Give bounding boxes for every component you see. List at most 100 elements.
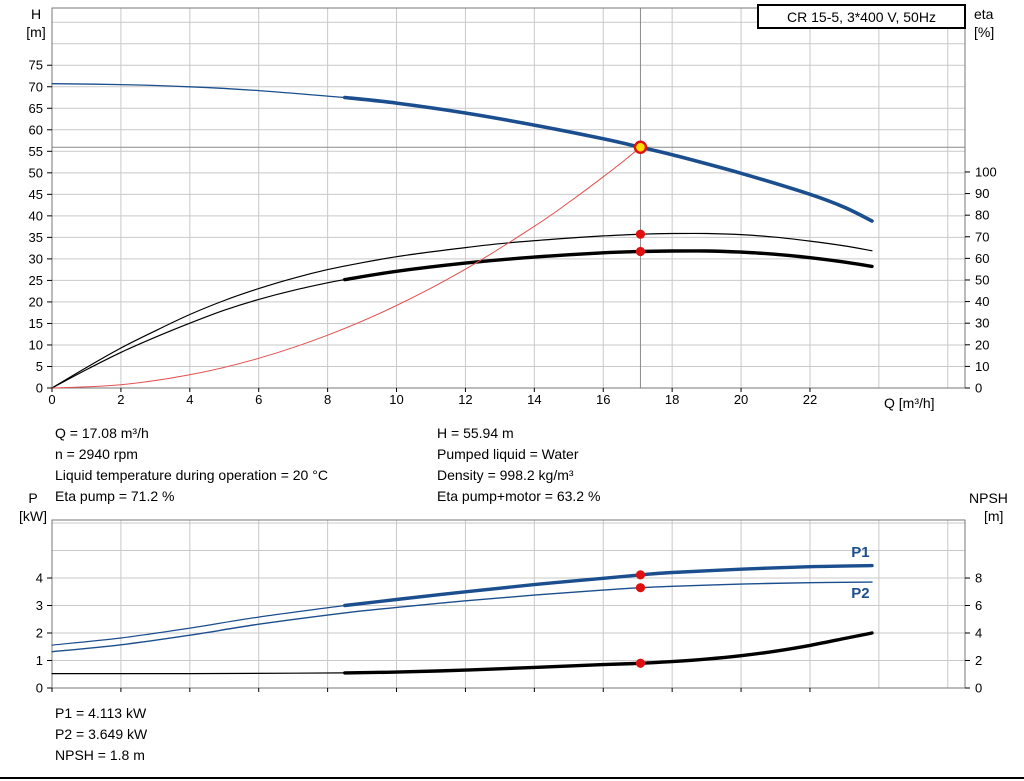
left-tick-label: 25 xyxy=(29,273,43,288)
left-tick-label: 35 xyxy=(29,230,43,245)
right-tick-label: 40 xyxy=(975,294,989,309)
left-tick-label: 75 xyxy=(29,58,43,73)
right-tick-label: 20 xyxy=(975,337,989,352)
x-tick-label: 10 xyxy=(389,392,403,407)
info-line-density: Density = 998.2 kg/m³ xyxy=(437,467,574,483)
right-tick-label: 50 xyxy=(975,272,989,287)
right-tick-label: 6 xyxy=(975,598,982,613)
h-axis-title: H xyxy=(31,6,41,22)
series-eta-pump xyxy=(51,232,873,389)
x-tick-label: 6 xyxy=(255,392,262,407)
left-tick-label: 55 xyxy=(29,144,43,159)
info-line-eta-total: Eta pump+motor = 63.2 % xyxy=(437,488,601,504)
p-axis-title: P xyxy=(28,490,37,506)
right-tick-label: 0 xyxy=(975,681,982,696)
series-system-curve xyxy=(51,146,641,389)
operating-point-dot xyxy=(635,583,646,593)
series-p1 xyxy=(51,604,346,646)
left-tick-label: 15 xyxy=(29,316,43,331)
series-label-p1: P1 xyxy=(851,544,869,561)
left-tick-label: 1 xyxy=(36,653,43,668)
x-tick-label: 2 xyxy=(117,392,124,407)
operating-point-dot xyxy=(635,246,646,257)
series-eta-pump-motor xyxy=(51,279,346,389)
tick-marks xyxy=(47,577,970,692)
operating-point-dot xyxy=(635,229,646,239)
right-tick-label: 100 xyxy=(975,164,997,179)
gridlines xyxy=(52,520,965,688)
series-npsh-duty-range xyxy=(343,631,874,675)
left-tick-label: 2 xyxy=(36,626,43,641)
plot-border xyxy=(51,519,966,689)
info-line-npsh: NPSH = 1.8 m xyxy=(55,747,145,763)
duty-info-left: Q = 17.08 m³/h n = 2940 rpm Liquid tempe… xyxy=(55,423,328,507)
info-line-head: H = 55.94 m xyxy=(437,425,514,441)
left-tick-label: 65 xyxy=(29,101,43,116)
operating-point-dot xyxy=(635,658,646,668)
left-tick-label: 30 xyxy=(29,251,43,266)
left-tick-label: 4 xyxy=(36,571,43,586)
right-tick-label: 60 xyxy=(975,251,989,266)
series-p2 xyxy=(51,581,873,653)
right-tick-label: 90 xyxy=(975,186,989,201)
right-tick-label: 80 xyxy=(975,208,989,223)
left-tick-label: 70 xyxy=(29,79,43,94)
info-line-eta-pump: Eta pump = 71.2 % xyxy=(55,488,175,504)
right-tick-label: 30 xyxy=(975,316,989,331)
series-eta-pump-motor-duty-range xyxy=(343,249,874,282)
series-head-curve-duty-range xyxy=(343,95,874,223)
info-line-speed: n = 2940 rpm xyxy=(55,446,138,462)
npsh-axis-unit: [m] xyxy=(984,508,1003,524)
series-label-p2: P2 xyxy=(851,585,869,602)
left-tick-label: 60 xyxy=(29,122,43,137)
q-axis-title: Q [m³/h] xyxy=(884,395,935,411)
pump-model-label: CR 15-5, 3*400 V, 50Hz xyxy=(787,8,936,25)
series-npsh xyxy=(51,672,346,675)
x-tick-label: 14 xyxy=(527,392,541,407)
x-tick-label: 12 xyxy=(458,392,472,407)
left-tick-label: 3 xyxy=(36,598,43,613)
left-tick-label: 40 xyxy=(29,208,43,223)
npsh-axis-title: NPSH xyxy=(969,490,1008,506)
x-tick-label: 22 xyxy=(803,392,817,407)
right-tick-label: 0 xyxy=(975,381,982,396)
left-tick-label: 45 xyxy=(29,187,43,202)
left-tick-label: 0 xyxy=(36,381,43,396)
x-tick-label: 4 xyxy=(186,392,193,407)
info-line-q: Q = 17.08 m³/h xyxy=(55,425,149,441)
x-tick-label: 8 xyxy=(324,392,331,407)
left-tick-label: 50 xyxy=(29,165,43,180)
left-tick-label: 5 xyxy=(36,359,43,374)
left-tick-label: 10 xyxy=(29,337,43,352)
info-line-p1: P1 = 4.113 kW xyxy=(55,705,147,721)
duty-info-right: H = 55.94 m Pumped liquid = Water Densit… xyxy=(437,423,600,507)
info-line-liquid-temp: Liquid temperature during operation = 20… xyxy=(55,467,328,483)
right-tick-label: 8 xyxy=(975,571,982,586)
right-tick-label: 70 xyxy=(975,229,989,244)
left-tick-label: 20 xyxy=(29,294,43,309)
p-axis-unit: [kW] xyxy=(19,508,47,524)
x-tick-label: 16 xyxy=(596,392,610,407)
pump-title-box: CR 15-5, 3*400 V, 50Hz xyxy=(757,4,966,29)
info-line-pumped-liquid: Pumped liquid = Water xyxy=(437,446,579,462)
series-head-curve xyxy=(51,83,346,99)
duty-point-marker[interactable] xyxy=(633,140,648,154)
gridlines xyxy=(52,8,965,388)
page-bottom-rule xyxy=(0,777,1024,779)
left-tick-label: 0 xyxy=(36,681,43,696)
x-tick-label: 0 xyxy=(48,392,55,407)
right-tick-label: 2 xyxy=(975,653,982,668)
right-tick-label: 10 xyxy=(975,359,989,374)
x-tick-label: 20 xyxy=(734,392,748,407)
x-tick-label: 18 xyxy=(665,392,679,407)
operating-point-dot xyxy=(635,570,646,580)
eta-axis-title: eta xyxy=(974,6,994,22)
power-info: P1 = 4.113 kW P2 = 3.649 kW NPSH = 1.8 m xyxy=(55,703,147,766)
right-tick-label: 4 xyxy=(975,626,982,641)
series-p1-duty-range xyxy=(343,563,874,608)
tick-marks xyxy=(47,64,970,392)
plot-border xyxy=(51,7,966,389)
eta-axis-unit: [%] xyxy=(974,24,994,40)
